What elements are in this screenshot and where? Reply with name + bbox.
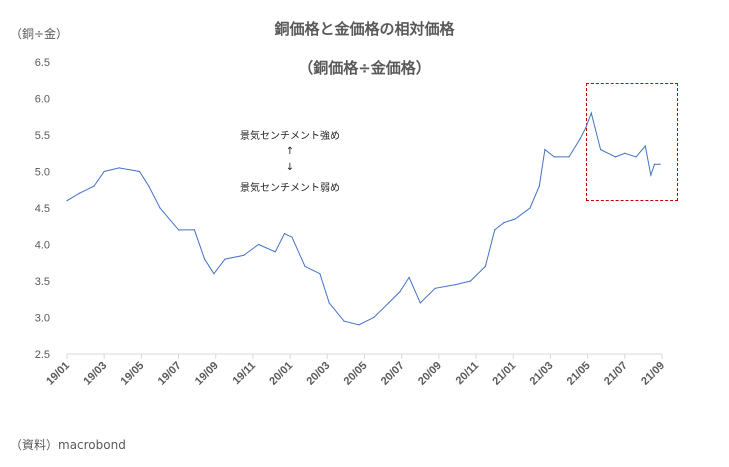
data-point <box>224 258 226 260</box>
y-tick-label: 2.5 <box>35 349 50 361</box>
data-point <box>494 229 496 231</box>
data-point <box>388 302 390 304</box>
x-tick-label: 19/07 <box>156 360 184 388</box>
x-tick-label: 20/03 <box>304 360 332 388</box>
x-tick-label: 21/07 <box>602 360 630 388</box>
x-tick-label: 21/09 <box>639 360 667 388</box>
data-point <box>600 149 602 151</box>
data-point <box>193 229 195 231</box>
data-point <box>257 243 260 246</box>
annotation-weak: 景気センチメント弱め <box>240 183 340 194</box>
data-point <box>635 156 637 158</box>
x-tick-label: 20/05 <box>342 360 370 388</box>
data-point <box>568 156 570 158</box>
data-point <box>408 276 410 278</box>
y-tick-label: 4.0 <box>35 240 50 252</box>
data-point <box>644 145 646 147</box>
data-point <box>283 232 286 235</box>
data-point <box>538 185 540 187</box>
data-point <box>544 149 546 151</box>
annotation-strong: 景気センチメント強め <box>240 131 340 142</box>
data-point <box>319 273 321 275</box>
y-tick-label: 5.5 <box>35 130 50 142</box>
y-tick-label: 3.5 <box>35 276 50 288</box>
y-tick-label: 3.0 <box>35 313 50 325</box>
data-point <box>553 156 555 158</box>
source-note: （資料）macrobond <box>10 438 126 452</box>
data-point <box>177 229 180 231</box>
data-point <box>358 324 360 326</box>
data-point <box>118 167 120 169</box>
data-point <box>579 138 581 140</box>
data-point <box>78 192 80 194</box>
x-tick-label: 19/11 <box>231 360 259 388</box>
x-tick-label: 19/05 <box>119 360 147 388</box>
x-tick-label: 19/03 <box>81 360 109 388</box>
y-axis-label: （銅÷金） <box>10 27 69 41</box>
data-point <box>304 265 306 267</box>
data-point <box>585 127 587 129</box>
data-point <box>590 112 592 114</box>
data-point <box>650 174 652 176</box>
x-tick-label: 21/05 <box>565 360 593 388</box>
chart-subtitle: （銅価格÷金価格） <box>298 59 431 77</box>
data-point <box>274 251 276 253</box>
x-tick-label: 21/03 <box>528 360 556 388</box>
data-point <box>343 320 345 322</box>
y-tick-label: 4.5 <box>35 203 50 215</box>
data-point <box>66 200 68 202</box>
x-tick-label: 20/11 <box>454 360 482 388</box>
data-point <box>291 236 293 238</box>
data-point <box>614 156 617 158</box>
arrow-up-icon: ↑ <box>285 146 295 157</box>
data-point <box>93 185 95 187</box>
data-point <box>138 170 141 173</box>
data-point <box>373 316 375 319</box>
highlight-box <box>586 83 678 201</box>
x-tick-label: 20/09 <box>416 360 444 388</box>
data-point <box>213 273 215 275</box>
x-tick-label: 20/07 <box>379 360 407 388</box>
data-point <box>484 265 486 267</box>
data-point <box>399 291 401 293</box>
data-point <box>469 280 472 282</box>
arrow-down-icon: ↓ <box>285 162 295 173</box>
data-point <box>328 302 330 304</box>
data-point <box>624 152 626 154</box>
data-point <box>419 302 421 304</box>
chart-title: 銅価格と金価格の相対価格 <box>274 20 455 38</box>
y-tick-label: 6.0 <box>35 94 50 106</box>
data-point <box>503 222 505 224</box>
data-point <box>243 254 245 257</box>
data-point <box>203 258 206 260</box>
data-point <box>434 287 436 289</box>
data-point <box>514 218 516 220</box>
y-tick-label: 5.0 <box>35 167 50 179</box>
x-tick-label: 20/01 <box>267 360 295 388</box>
series-line <box>66 111 661 326</box>
x-tick-label: 19/09 <box>193 360 221 388</box>
data-point <box>653 163 656 165</box>
data-point <box>159 207 161 209</box>
x-tick-label: 19/01 <box>44 360 72 388</box>
x-tick-label: 21/01 <box>490 360 518 388</box>
data-point <box>148 185 150 187</box>
y-tick-label: 6.5 <box>35 57 50 69</box>
data-point <box>659 163 661 165</box>
data-point <box>455 284 457 286</box>
data-point <box>529 207 531 209</box>
data-point <box>103 170 105 173</box>
